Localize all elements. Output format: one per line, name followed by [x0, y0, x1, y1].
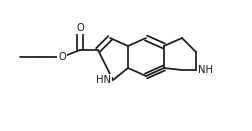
Text: O: O — [58, 52, 66, 62]
Text: HN: HN — [96, 75, 111, 85]
Text: NH: NH — [198, 65, 213, 75]
Text: O: O — [76, 23, 84, 33]
